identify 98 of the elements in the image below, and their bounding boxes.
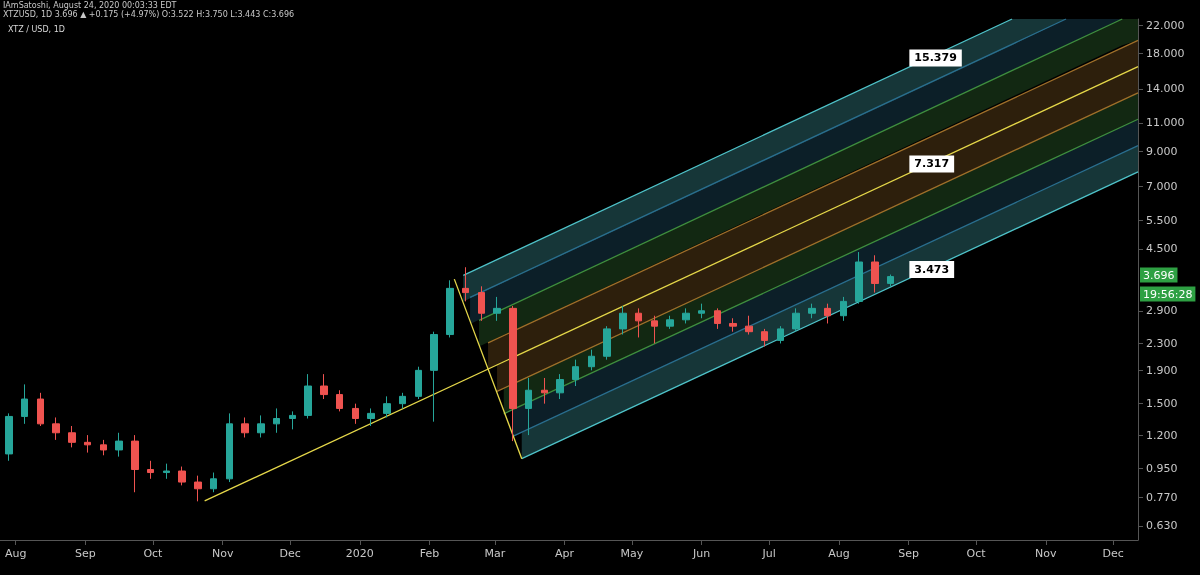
candlestick (241, 416, 249, 438)
annotation: 3.473 (914, 262, 950, 276)
candlestick (163, 463, 170, 480)
candlestick (572, 359, 579, 387)
x-tick-label: Oct (143, 547, 164, 560)
candlestick (603, 325, 611, 361)
y-tick-label: 1.900 (1146, 363, 1178, 377)
x-tick-label: Nov (1035, 547, 1058, 560)
y-tick-label: 1.200 (1146, 428, 1178, 442)
candlestick (415, 366, 422, 400)
x-tick-label: Aug (5, 547, 27, 560)
candlestick (493, 296, 501, 322)
y-tick-label: 7.000 (1146, 180, 1178, 194)
y-tick-label: 18.000 (1146, 47, 1185, 61)
candlestick (729, 317, 737, 333)
candlestick (5, 412, 13, 462)
candlestick (824, 303, 831, 324)
text: XTZUSD, 1D 3.696 ▲ +0.175 (+4.97%) O:3.522 H:3.750 L:3.443 C:3.696 (3, 9, 295, 19)
candlestick (556, 373, 564, 400)
candlestick (840, 296, 847, 322)
candlestick (84, 434, 91, 454)
x-tick-label: Oct (966, 547, 987, 560)
y-tick-label: 14.000 (1146, 82, 1185, 96)
candlestick (131, 434, 139, 493)
candlestick (666, 315, 674, 330)
candlestick (808, 303, 816, 319)
candlestick (682, 307, 690, 324)
x-tick-label: May (620, 547, 644, 560)
annotation: 15.379 (914, 51, 957, 65)
x-tick-label: Sep (898, 547, 919, 560)
candlestick (635, 307, 642, 338)
candlestick (115, 432, 123, 458)
candlestick (383, 395, 391, 418)
y-tick-label: 2.900 (1146, 304, 1178, 318)
candlestick (478, 285, 485, 322)
candlestick (194, 475, 202, 502)
candlestick (37, 392, 44, 427)
candlestick (887, 274, 894, 288)
candlestick (430, 331, 438, 423)
x-tick-label: Jun (692, 547, 711, 560)
text: 19:56:28 (1143, 287, 1193, 301)
candlestick (100, 439, 107, 456)
candlestick (352, 403, 359, 425)
candlestick (651, 315, 658, 344)
candlestick (745, 315, 753, 336)
candlestick (273, 407, 280, 434)
y-tick-label: 5.500 (1146, 214, 1178, 228)
candlestick (462, 266, 469, 302)
candlestick (226, 412, 233, 483)
candlestick (509, 305, 517, 442)
candlestick (761, 328, 768, 348)
x-tick-label: 2020 (345, 547, 374, 560)
candlestick (777, 325, 784, 344)
text: XTZ / USD, 1D (8, 24, 65, 34)
x-tick-label: Apr (554, 547, 575, 560)
y-tick-label: 0.630 (1146, 519, 1178, 533)
candlestick (871, 254, 879, 294)
annotation: 7.317 (914, 157, 950, 171)
y-tick-label: 2.300 (1146, 336, 1178, 350)
candlestick (619, 305, 627, 336)
x-tick-label: Mar (484, 547, 506, 560)
candlestick (855, 251, 863, 305)
y-tick-label: 0.770 (1146, 491, 1178, 505)
candlestick (304, 373, 312, 420)
candlestick (178, 466, 186, 486)
candlestick (792, 307, 800, 333)
candlestick (289, 410, 296, 430)
x-tick-label: Jul (761, 547, 776, 560)
candlestick (714, 307, 721, 330)
y-tick-label: 22.000 (1146, 18, 1185, 32)
y-tick-label: 0.950 (1146, 461, 1178, 475)
candlestick (525, 377, 532, 436)
candlestick (21, 383, 28, 425)
candlestick (68, 425, 76, 448)
x-tick-label: Sep (75, 547, 96, 560)
candlestick (320, 373, 328, 400)
y-tick-label: 9.000 (1146, 144, 1178, 158)
x-tick-label: Dec (279, 547, 301, 560)
candlestick (698, 303, 705, 319)
x-tick-label: Nov (211, 547, 234, 560)
candlestick (446, 279, 454, 338)
y-tick-label: 1.500 (1146, 397, 1178, 411)
candlestick (588, 349, 595, 371)
y-tick-label: 11.000 (1146, 116, 1185, 130)
x-tick-label: Dec (1102, 547, 1124, 560)
candlestick (147, 460, 154, 480)
candlestick (367, 407, 375, 427)
x-tick-label: Aug (828, 547, 850, 560)
y-tick-label: 4.500 (1146, 242, 1178, 256)
candlestick (336, 389, 343, 412)
candlestick (541, 377, 548, 405)
text: IAmSatoshi, August 24, 2020 00:03:33 EDT (3, 0, 177, 10)
candlestick (210, 472, 217, 493)
x-tick-label: Feb (419, 547, 440, 560)
text: 3.696 (1143, 268, 1175, 282)
candlestick (399, 392, 406, 409)
candlestick (52, 416, 60, 441)
candlestick (257, 414, 265, 438)
